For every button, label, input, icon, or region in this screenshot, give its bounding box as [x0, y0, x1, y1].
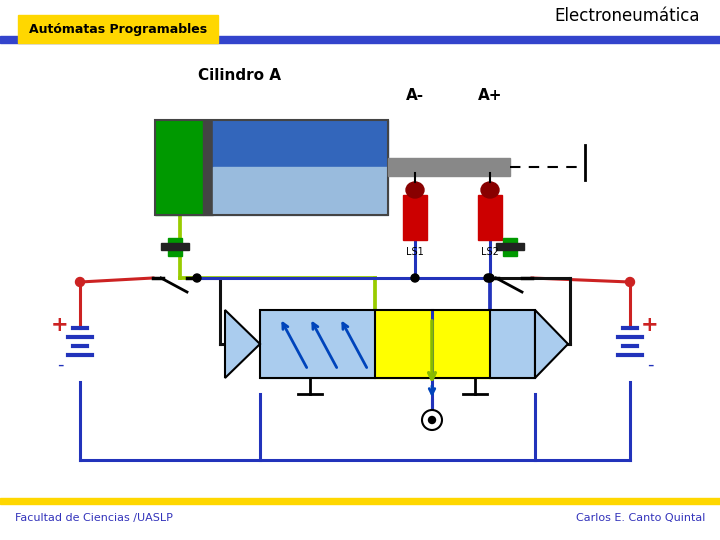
Bar	[203, 120, 213, 215]
Bar	[503, 238, 517, 256]
Circle shape	[422, 410, 442, 430]
Circle shape	[484, 274, 492, 282]
Bar	[0, 36, 720, 43]
Ellipse shape	[406, 182, 424, 198]
Polygon shape	[535, 310, 568, 378]
Bar	[490, 310, 535, 378]
Polygon shape	[225, 310, 260, 378]
Bar	[0, 498, 720, 504]
Text: LS1: LS1	[406, 247, 424, 257]
Text: -: -	[57, 356, 63, 374]
Text: -: -	[647, 356, 653, 374]
Bar	[260, 310, 375, 378]
Text: Cilindro A: Cilindro A	[199, 68, 282, 83]
Text: Facultad de Ciencias /UASLP: Facultad de Ciencias /UASLP	[15, 513, 173, 523]
Bar	[213, 120, 388, 167]
Text: +: +	[51, 315, 69, 335]
Text: A-: A-	[406, 87, 424, 103]
Bar	[403, 195, 427, 240]
Text: +: +	[642, 315, 659, 335]
Bar	[375, 310, 490, 378]
Text: Autómatas Programables: Autómatas Programables	[29, 23, 207, 36]
Bar	[155, 120, 388, 215]
Circle shape	[486, 274, 494, 282]
Bar	[388, 158, 510, 176]
Circle shape	[428, 416, 436, 423]
Ellipse shape	[481, 182, 499, 198]
Bar	[18, 15, 218, 43]
Bar	[161, 243, 189, 250]
Circle shape	[76, 278, 84, 287]
Text: Electroneumática: Electroneumática	[554, 7, 700, 25]
Text: A+: A+	[478, 87, 503, 103]
Bar	[496, 243, 524, 250]
Circle shape	[193, 274, 201, 282]
Text: LS2: LS2	[481, 247, 499, 257]
Text: Carlos E. Canto Quintal: Carlos E. Canto Quintal	[575, 513, 705, 523]
Bar	[213, 167, 388, 215]
Circle shape	[411, 274, 419, 282]
Bar	[168, 238, 182, 256]
Bar	[260, 310, 535, 378]
Bar	[155, 120, 203, 215]
Bar	[478, 195, 502, 240]
Circle shape	[626, 278, 634, 287]
